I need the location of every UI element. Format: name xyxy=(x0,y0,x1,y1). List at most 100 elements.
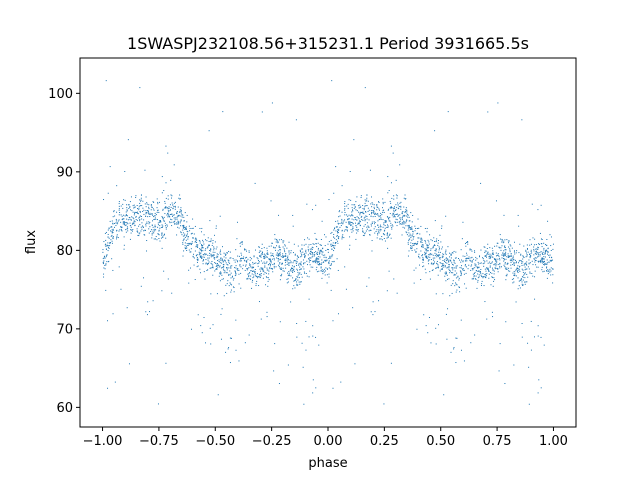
data-point xyxy=(465,245,467,247)
data-point xyxy=(293,268,295,270)
data-point xyxy=(301,342,303,344)
data-point xyxy=(479,255,480,257)
data-point xyxy=(235,259,237,261)
data-point xyxy=(233,259,235,261)
data-point xyxy=(260,318,262,320)
data-point xyxy=(482,276,484,278)
data-point xyxy=(312,335,314,337)
data-point xyxy=(424,252,426,254)
data-point xyxy=(205,259,207,261)
data-point xyxy=(446,267,448,269)
data-point xyxy=(180,215,182,217)
data-point xyxy=(486,253,488,255)
data-point xyxy=(447,308,449,310)
data-point xyxy=(493,277,495,279)
data-point xyxy=(224,260,226,262)
data-point xyxy=(216,253,218,255)
data-point xyxy=(546,262,548,264)
data-point xyxy=(399,217,401,219)
data-point xyxy=(296,336,298,338)
data-point xyxy=(387,192,389,194)
data-point xyxy=(306,275,308,277)
data-point xyxy=(507,262,509,264)
data-point xyxy=(436,256,438,258)
data-point xyxy=(530,243,532,245)
data-point xyxy=(334,227,336,229)
data-point xyxy=(171,225,173,227)
data-point xyxy=(399,214,401,216)
data-point xyxy=(477,266,479,268)
data-point xyxy=(264,258,266,260)
data-point xyxy=(348,223,350,225)
data-point xyxy=(285,253,287,255)
data-point xyxy=(171,219,173,221)
data-point xyxy=(333,247,335,249)
data-point xyxy=(500,247,502,249)
data-point xyxy=(495,252,497,254)
data-point xyxy=(445,249,447,251)
data-point xyxy=(270,252,272,254)
data-point xyxy=(337,220,339,222)
data-point xyxy=(353,208,355,210)
data-point xyxy=(474,250,476,252)
data-point xyxy=(366,215,368,217)
data-point xyxy=(282,242,284,244)
data-point xyxy=(399,220,401,222)
data-point xyxy=(310,266,312,268)
data-point xyxy=(185,228,187,230)
data-point xyxy=(382,203,384,205)
data-point xyxy=(499,257,501,259)
data-point xyxy=(181,216,183,218)
data-point xyxy=(549,254,551,256)
data-point xyxy=(169,210,171,212)
data-point xyxy=(330,232,332,234)
data-point xyxy=(210,293,212,295)
data-point xyxy=(162,236,164,238)
data-point xyxy=(504,262,506,264)
data-point xyxy=(302,366,304,368)
data-point xyxy=(377,206,379,208)
data-point xyxy=(405,198,407,200)
data-point xyxy=(497,258,499,260)
data-point xyxy=(279,263,281,265)
data-point xyxy=(262,270,264,272)
data-point xyxy=(130,225,132,227)
data-point xyxy=(103,260,105,262)
data-point xyxy=(328,276,330,278)
data-point xyxy=(503,250,505,252)
data-point xyxy=(142,226,144,228)
data-point xyxy=(238,283,240,285)
data-point xyxy=(154,215,156,217)
data-point xyxy=(126,226,128,228)
data-point xyxy=(214,256,216,258)
data-point xyxy=(314,253,316,255)
data-point xyxy=(265,254,267,256)
data-point xyxy=(387,209,389,211)
data-point xyxy=(333,192,335,194)
data-point xyxy=(270,260,272,262)
data-point xyxy=(491,256,493,258)
data-point xyxy=(159,221,161,223)
data-point xyxy=(372,210,374,212)
data-point xyxy=(428,247,430,249)
data-point xyxy=(462,260,464,262)
data-point xyxy=(290,261,292,263)
data-point xyxy=(503,214,505,216)
data-point xyxy=(535,248,537,250)
data-point xyxy=(350,225,352,227)
data-point xyxy=(149,212,151,214)
data-point xyxy=(315,204,317,206)
data-point xyxy=(196,244,198,246)
data-point xyxy=(308,238,310,240)
data-point xyxy=(500,238,502,240)
data-point xyxy=(352,226,354,228)
data-point xyxy=(109,243,111,245)
data-point xyxy=(505,321,507,323)
data-point xyxy=(421,238,423,240)
data-point xyxy=(454,262,456,264)
data-point xyxy=(484,261,486,263)
data-point xyxy=(234,267,236,269)
data-point xyxy=(163,270,165,272)
data-point xyxy=(362,228,364,230)
data-point xyxy=(417,218,419,220)
